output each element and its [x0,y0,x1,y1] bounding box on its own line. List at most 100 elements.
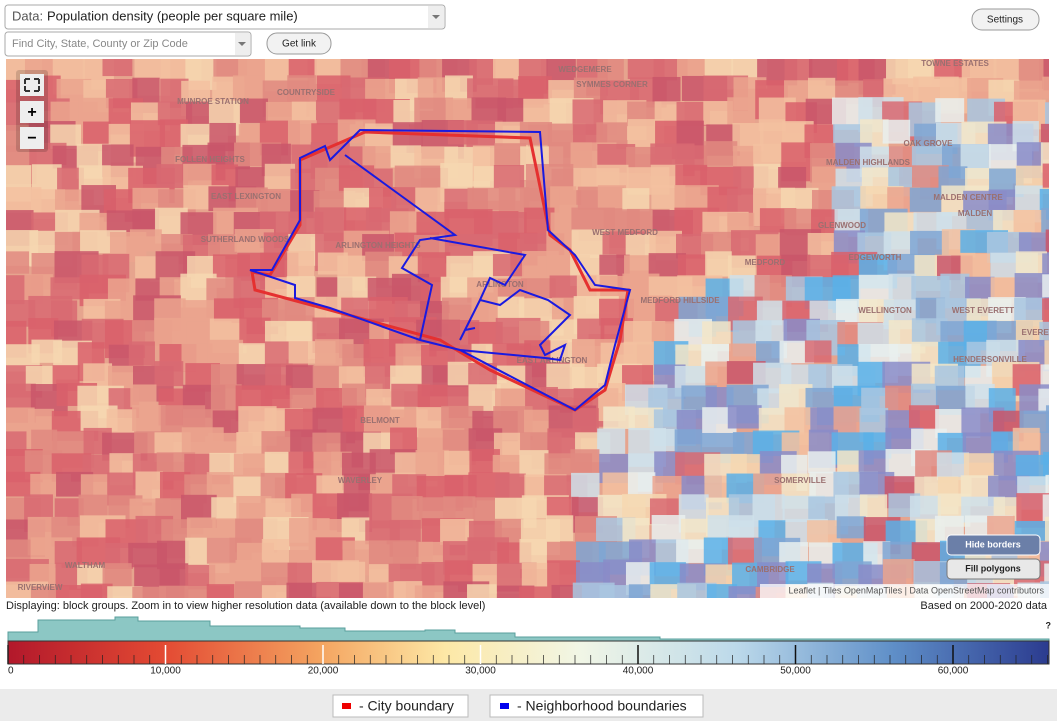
map-block [80,583,113,598]
map-block [50,277,89,300]
map-block [157,101,193,126]
map-block [6,251,30,274]
search-placeholder: Find City, State, County or Zip Code [12,38,188,50]
map-block [991,431,1019,455]
map-block [649,428,678,452]
color-scale [7,640,1050,665]
place-label: MALDEN [958,209,992,218]
map-block [1044,563,1049,598]
place-label: MEDFORD [745,258,786,267]
map-block [264,163,296,191]
map-block [1040,123,1049,160]
map-block [858,450,889,474]
place-label: WEST MEDFORD [592,228,658,237]
map-block [77,564,105,589]
map-block [211,497,240,520]
map-block [1040,364,1049,398]
fullscreen-button[interactable] [20,74,44,96]
hide-borders-button[interactable] [946,534,1041,556]
place-label: WELLINGTON [858,306,912,315]
place-label: MALDEN HIGHLANDS [826,158,911,167]
map-block [1045,405,1049,433]
place-label: MUNROE STATION [177,97,249,106]
scale-tick-label: 10,000 [150,666,181,677]
place-label: WEST EVERETT [952,306,1014,315]
map-block [1043,451,1049,485]
map-block [1040,431,1049,465]
map-block [469,449,500,473]
map-block [908,405,940,431]
fill-polygons-button[interactable] [946,558,1041,580]
map-block [703,101,733,125]
map-block [784,59,813,81]
map-block [102,59,133,77]
zoom-out-button[interactable] [20,127,44,149]
map-block [728,586,777,598]
settings-button[interactable] [971,8,1040,31]
scale-tick-label: 50,000 [780,666,811,677]
map-block [836,516,866,539]
map-block [1043,59,1049,91]
scale-tick-label: 60,000 [938,666,969,677]
legend-swatch-red [342,703,351,709]
map-block [1042,76,1049,99]
place-label: COUNTRYSIDE [277,88,336,97]
map-block [1019,410,1049,433]
map-block [779,384,813,408]
map-block [752,494,785,521]
arrow-icon [432,15,440,19]
place-label: MEDFORD HILLSIDE [640,296,720,305]
map-block [492,254,524,277]
map-block [677,582,717,598]
map-block [468,321,503,345]
data-label: Data: [12,8,43,23]
arrow-icon [238,42,246,46]
help-icon[interactable]: ? [1046,620,1052,630]
data-select[interactable] [4,4,446,30]
map-block [519,450,549,477]
map-block [287,251,315,278]
map-block [416,211,450,235]
map-block [1044,516,1049,549]
data-value: Population density (people per square mi… [47,8,298,23]
place-label: WALTHAM [65,561,106,570]
boundaries [249,128,632,412]
scale-tick-label: 20,000 [308,666,339,677]
map-block [260,188,299,213]
fullscreen-icon [24,78,40,92]
place-label: EAST ARLINGTON [517,356,588,365]
place-label: ARLINGTON HEIGHTS [335,241,421,250]
map-block [467,584,497,598]
map-block [546,515,574,542]
map-block [547,560,580,587]
map-block [651,515,686,544]
zoom-in-button[interactable] [20,101,44,123]
map-block [934,59,970,80]
search-box[interactable] [4,31,252,57]
legend-neighborhood: - Neighborhood boundaries [517,698,687,714]
map-block [206,584,235,598]
map-block [1041,208,1049,233]
map-block [1045,229,1049,253]
map-block [677,59,707,81]
zoom-in-text: + [27,104,36,121]
place-label: SUTHERLAND WOODS [201,235,290,244]
map-block [1045,474,1049,504]
map[interactable]: WEDGEMERE SYMMES CORNER TOWNE ESTATES MUNRO… [0,53,1057,625]
map-block [159,585,189,598]
place-label: RIVERVIEW [18,583,63,592]
map-block [107,586,143,598]
status-left: Displaying: block groups. Zoom in to vie… [6,600,485,612]
map-block [130,384,157,408]
get-link-button[interactable] [266,32,332,55]
map-block [132,586,166,598]
map-block [675,164,708,188]
map-block [1042,163,1049,188]
scale-tick-label: 30,000 [465,666,496,677]
map-block [1042,298,1049,336]
map-block [1018,232,1049,256]
map-block [597,428,626,454]
scale-tick-label: 0 [8,666,14,677]
